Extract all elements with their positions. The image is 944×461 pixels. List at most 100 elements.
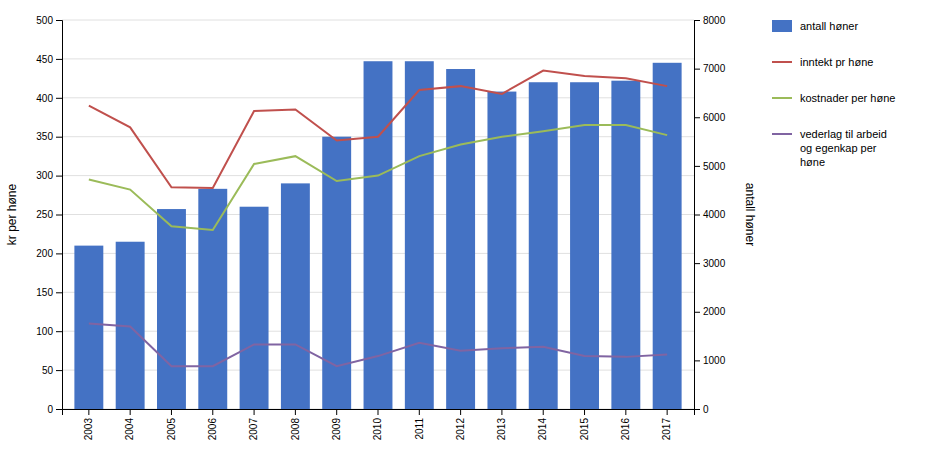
tick-mark: [56, 98, 62, 99]
bar: [240, 207, 269, 409]
tick: 2008: [290, 409, 301, 440]
bar: [322, 137, 351, 409]
tick-label: 50: [42, 365, 54, 376]
tick-label: 4000: [703, 209, 726, 220]
tick-label: 2015: [579, 418, 590, 441]
bar: [281, 183, 310, 409]
tick-label: 1000: [703, 355, 726, 366]
axis-line: [56, 21, 63, 410]
bar: [405, 61, 434, 409]
tick-label: 250: [36, 209, 53, 220]
tick-label: 150: [36, 287, 53, 298]
tick-label: 200: [36, 248, 53, 259]
tick-mark: [501, 409, 502, 415]
tick: 4000: [694, 209, 726, 220]
tick-label: 3000: [703, 258, 726, 269]
tick-label: 2009: [331, 418, 342, 441]
tick-label: 2008: [290, 418, 301, 441]
tick-mark: [336, 409, 337, 415]
tick: 2016: [620, 409, 631, 440]
tick-mark: [56, 331, 62, 332]
tick-mark: [378, 409, 379, 415]
tick: 2009: [331, 409, 342, 440]
tick-label: 350: [36, 131, 53, 142]
tick-label: 2004: [124, 418, 135, 441]
tick-mark: [56, 215, 62, 216]
tick-label: 2011: [414, 418, 425, 440]
tick-label: 2005: [166, 418, 177, 441]
bar: [198, 189, 227, 409]
tick: 200: [36, 248, 62, 259]
tick-mark: [56, 292, 62, 293]
tick-mark: [543, 409, 544, 415]
tick-label: 2017: [661, 418, 672, 441]
tick-label: 8000: [703, 15, 726, 26]
tick-label: 7000: [703, 63, 726, 74]
tick-label: 100: [36, 326, 53, 337]
tick-label: 2010: [372, 418, 383, 441]
tick-label: 2013: [496, 418, 507, 441]
tick-mark: [694, 69, 700, 70]
grid: [62, 20, 694, 409]
tick-mark: [56, 176, 62, 177]
tick: 3000: [694, 258, 726, 269]
tick-mark: [171, 409, 172, 415]
legend-swatch: [772, 97, 792, 99]
tick: 6000: [694, 112, 726, 123]
y-axis: 050100150200250300350400450500: [36, 15, 62, 415]
bar: [74, 246, 103, 409]
tick-label: 2003: [83, 418, 94, 441]
tick: 8000: [694, 15, 726, 26]
tick: 5000: [694, 161, 726, 172]
tick-mark: [254, 409, 255, 415]
tick: 1000: [694, 355, 726, 366]
tick: 400: [36, 93, 62, 104]
tick: 500: [36, 15, 62, 26]
bar: [157, 209, 186, 409]
tick: 2013: [496, 409, 507, 440]
tick: 2012: [455, 409, 466, 440]
legend-label: kostnader per høne: [800, 92, 895, 104]
tick-mark: [56, 137, 62, 138]
axis-title: kr per høne: [5, 183, 19, 245]
plot: 2003 2004 2005 2006 2007 2008 2009 2010 2011 2012…: [5, 15, 757, 441]
tick: 250: [36, 209, 62, 220]
tick-mark: [212, 409, 213, 415]
tick: 2004: [124, 409, 135, 440]
tick: 350: [36, 131, 62, 142]
tick: 50: [42, 365, 62, 376]
tick-label: 0: [47, 404, 53, 415]
tick-label: 6000: [703, 112, 726, 123]
tick-mark: [694, 360, 700, 361]
bar: [570, 82, 599, 409]
tick-mark: [460, 409, 461, 415]
y2-axis: 010002000300040005000600070008000: [694, 15, 726, 415]
bar: [653, 63, 682, 409]
tick: 7000: [694, 63, 726, 74]
tick-label: 2014: [537, 418, 548, 441]
axis-title: antall høner: [743, 183, 757, 246]
legend-label: antall høner: [800, 20, 858, 32]
tick-mark: [694, 215, 700, 216]
line: [89, 323, 667, 366]
bar-series: [74, 61, 681, 409]
tick: 2007: [248, 409, 259, 440]
tick-mark: [130, 409, 131, 415]
tick: 2006: [207, 409, 218, 440]
tick: 2003: [83, 409, 94, 440]
bar: [611, 81, 640, 409]
tick-mark: [56, 409, 62, 410]
tick: 450: [36, 54, 62, 65]
line: [89, 71, 667, 188]
tick-mark: [88, 409, 89, 415]
tick: 2014: [537, 409, 548, 440]
tick-label: 450: [36, 54, 53, 65]
tick: 2017: [661, 409, 672, 440]
tick-label: 0: [703, 404, 709, 415]
tick: 0: [694, 404, 709, 415]
tick-label: 400: [36, 93, 53, 104]
tick-mark: [694, 409, 700, 410]
legend-item: vederlag til arbeidog egenkap perhøne: [772, 128, 887, 168]
legend: antall hønerinntekt pr hønekostnader per…: [772, 20, 895, 168]
legend-label: vederlag til arbeidog egenkap perhøne: [800, 128, 887, 168]
